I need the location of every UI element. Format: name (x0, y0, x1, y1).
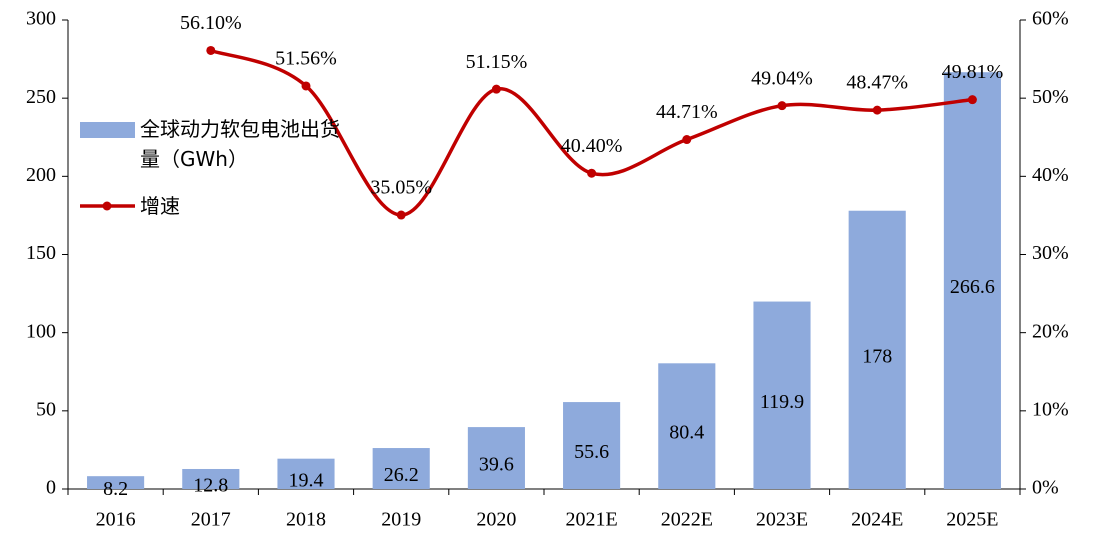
bar (277, 458, 335, 489)
line-point (682, 135, 692, 145)
y-tick-label: 50 (36, 398, 56, 420)
line-label: 51.15% (466, 51, 528, 73)
line-label: 49.04% (751, 67, 813, 89)
x-tick-label: 2022E (661, 509, 713, 531)
y-tick-label: 100 (26, 320, 56, 342)
bar-label: 80.4 (669, 422, 704, 444)
bar-label: 178 (862, 345, 892, 367)
x-tick-label: 2019 (381, 509, 421, 531)
x-tick-label: 2017 (191, 509, 231, 531)
bar-label: 266.6 (950, 276, 995, 298)
bar-label: 8.2 (103, 478, 128, 500)
x-tick-label: 2016 (96, 509, 136, 531)
y2-tick-label: 20% (1032, 320, 1069, 342)
x-tick-label: 2020 (476, 509, 516, 531)
bar (372, 448, 430, 489)
line-point (491, 84, 501, 94)
line-point (872, 105, 882, 115)
y-tick-label: 0 (46, 477, 56, 499)
bar-label: 12.8 (193, 475, 228, 497)
bar-label: 39.6 (479, 454, 514, 476)
y-tick-label: 200 (26, 164, 56, 186)
line-label: 40.40% (561, 135, 623, 157)
bar-label: 26.2 (384, 464, 419, 486)
line-point (396, 210, 406, 220)
line-point (301, 81, 311, 91)
x-tick-label: 2021E (565, 509, 617, 531)
x-tick-label: 2024E (851, 509, 903, 531)
y-tick-label: 300 (26, 8, 56, 30)
bar (753, 301, 811, 489)
bar (848, 210, 906, 489)
y2-tick-label: 60% (1032, 8, 1069, 30)
y2-tick-label: 40% (1032, 164, 1069, 186)
legend-swatch (80, 122, 135, 138)
bar (182, 468, 240, 489)
y2-tick-label: 30% (1032, 242, 1069, 264)
line-label: 48.47% (846, 72, 908, 94)
line-label: 49.81% (942, 61, 1004, 83)
bar (943, 72, 1001, 489)
y2-tick-label: 0% (1032, 477, 1059, 499)
bar-label: 19.4 (289, 469, 324, 491)
line-point (206, 45, 216, 55)
line-label: 51.56% (275, 48, 337, 70)
bar (467, 427, 525, 489)
legend-swatch (102, 201, 112, 211)
line-point (967, 95, 977, 105)
bar (87, 476, 145, 489)
y-tick-label: 150 (26, 242, 56, 264)
bar-label: 119.9 (760, 391, 804, 413)
bar-label: 55.6 (574, 441, 609, 463)
bar (563, 402, 621, 489)
legend-label: 增速 (140, 194, 180, 218)
line-point (777, 101, 787, 111)
line-label: 56.10% (180, 12, 242, 34)
y2-tick-label: 50% (1032, 86, 1069, 108)
line-label: 44.71% (656, 101, 718, 123)
line-point (587, 168, 597, 178)
x-tick-label: 2023E (756, 509, 808, 531)
legend-label: 全球动力软包电池出货量（GWh） (140, 117, 340, 171)
y2-tick-label: 10% (1032, 398, 1069, 420)
line (210, 48, 973, 217)
y-tick-label: 250 (26, 86, 56, 108)
x-tick-label: 2025E (946, 509, 998, 531)
line-label: 35.05% (370, 177, 432, 199)
bar (658, 363, 716, 489)
x-tick-label: 2018 (286, 509, 326, 531)
